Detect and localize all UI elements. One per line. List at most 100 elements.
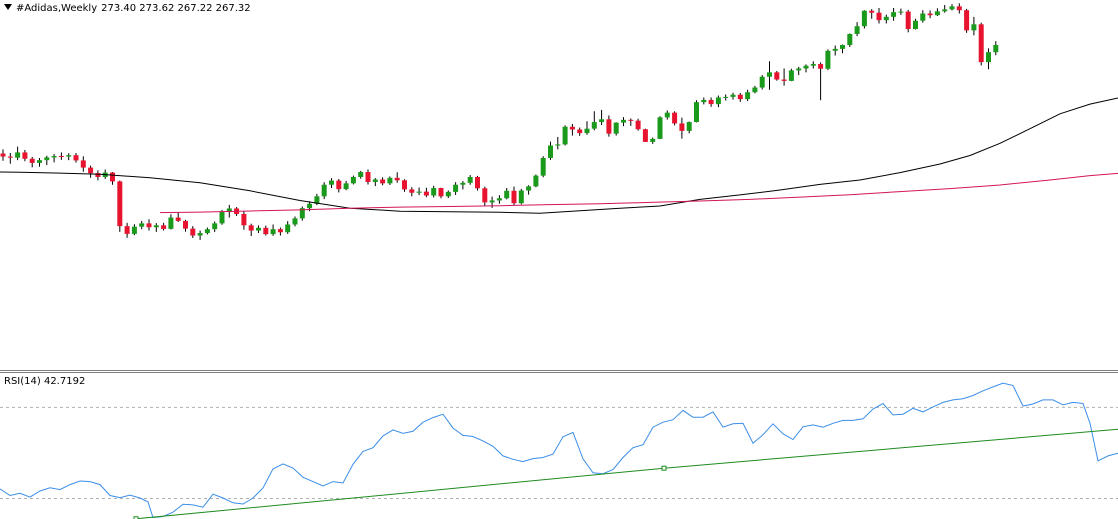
candle xyxy=(591,111,597,131)
candle xyxy=(124,222,130,238)
panel-separator[interactable] xyxy=(0,370,1118,371)
candle xyxy=(365,169,371,185)
candle xyxy=(153,223,159,232)
candle xyxy=(548,141,553,160)
bull-candle-body xyxy=(131,226,137,234)
bull-candle-body xyxy=(847,33,853,46)
candle xyxy=(131,224,137,236)
candle xyxy=(672,111,678,126)
candle xyxy=(840,44,845,54)
price-chart-svg[interactable] xyxy=(0,0,1118,370)
bull-candle-body xyxy=(898,11,904,13)
bull-candle-body xyxy=(840,45,845,49)
candle xyxy=(285,221,291,234)
bull-candle-body xyxy=(431,188,437,196)
candle xyxy=(986,48,991,70)
bull-candle-body xyxy=(854,26,860,34)
bear-candle-body xyxy=(183,220,188,229)
bear-candle-body xyxy=(88,167,94,174)
bull-candle-body xyxy=(613,122,619,134)
bear-candle-body xyxy=(7,156,13,158)
candle xyxy=(175,212,181,222)
candle xyxy=(635,118,641,131)
bull-candle-body xyxy=(934,11,940,16)
candle xyxy=(606,115,612,137)
candle xyxy=(664,110,670,120)
candle xyxy=(277,227,283,236)
candle xyxy=(694,100,699,123)
bull-candle-body xyxy=(694,102,699,123)
bear-candle-body xyxy=(423,191,429,196)
bear-candle-body xyxy=(124,226,130,234)
bear-candle-body xyxy=(161,225,167,229)
price-chart-panel[interactable]: #Adidas,Weekly 273.40 273.62 267.22 267.3… xyxy=(0,0,1118,370)
candle xyxy=(453,182,459,195)
bull-candle-body xyxy=(204,229,210,234)
bull-candle-body xyxy=(285,224,291,233)
bull-candle-body xyxy=(767,72,772,77)
candle xyxy=(869,9,875,19)
trendline-handle[interactable] xyxy=(661,465,667,471)
bull-candle-body xyxy=(372,179,378,182)
candle xyxy=(599,109,605,126)
bear-candle-body xyxy=(380,179,386,184)
candle xyxy=(80,156,86,172)
candle xyxy=(467,175,473,185)
bull-candle-body xyxy=(416,191,422,193)
bull-candle-body xyxy=(496,198,502,201)
candle xyxy=(898,8,904,15)
bear-candle-body xyxy=(781,79,787,81)
chart-menu-caret-icon[interactable] xyxy=(4,4,12,10)
bear-candle-body xyxy=(146,223,152,228)
bull-candle-body xyxy=(810,64,816,66)
rsi-indicator-panel[interactable]: RSI(14) 42.7192 xyxy=(0,373,1118,519)
bull-candle-body xyxy=(15,152,21,158)
candle xyxy=(299,206,305,221)
bull-candle-body xyxy=(467,176,473,183)
bull-candle-body xyxy=(701,99,707,103)
candle xyxy=(569,123,575,136)
bull-candle-body xyxy=(548,145,553,158)
bull-candle-body xyxy=(657,117,663,139)
bull-candle-body xyxy=(168,217,174,229)
candle xyxy=(650,137,656,144)
candle xyxy=(803,64,809,73)
bear-candle-body xyxy=(0,153,6,157)
bear-candle-body xyxy=(95,173,101,177)
bull-candle-body xyxy=(292,218,298,225)
bear-candle-body xyxy=(956,6,962,11)
candle xyxy=(905,9,911,33)
bear-candle-body xyxy=(818,64,824,69)
bull-candle-body xyxy=(861,10,867,27)
candle xyxy=(796,66,802,76)
candle xyxy=(146,219,152,231)
candle xyxy=(387,176,393,185)
candle xyxy=(847,33,853,47)
candle xyxy=(679,117,685,139)
candle xyxy=(51,154,57,163)
bear-candle-body xyxy=(438,188,444,197)
bull-candle-body xyxy=(825,50,831,69)
candle xyxy=(139,220,145,230)
bear-candle-body xyxy=(679,123,685,131)
candle xyxy=(66,153,72,161)
candle xyxy=(423,187,429,198)
bull-candle-body xyxy=(256,227,261,231)
candle xyxy=(496,195,502,204)
rsi-trendline[interactable] xyxy=(135,428,1118,519)
candle xyxy=(832,45,838,56)
bull-candle-body xyxy=(621,119,626,123)
bull-candle-body xyxy=(986,52,991,63)
candle xyxy=(774,70,780,81)
bear-candle-body xyxy=(277,229,283,233)
candle xyxy=(577,127,583,136)
bull-candle-body xyxy=(971,24,977,31)
bull-candle-body xyxy=(650,138,656,142)
candle xyxy=(409,187,415,197)
bull-candle-body xyxy=(599,119,605,123)
bull-candle-body xyxy=(358,172,364,177)
bull-candle-body xyxy=(796,68,802,71)
bull-candle-body xyxy=(788,70,794,81)
bear-candle-body xyxy=(58,156,64,158)
rsi-chart-svg[interactable] xyxy=(0,373,1118,519)
